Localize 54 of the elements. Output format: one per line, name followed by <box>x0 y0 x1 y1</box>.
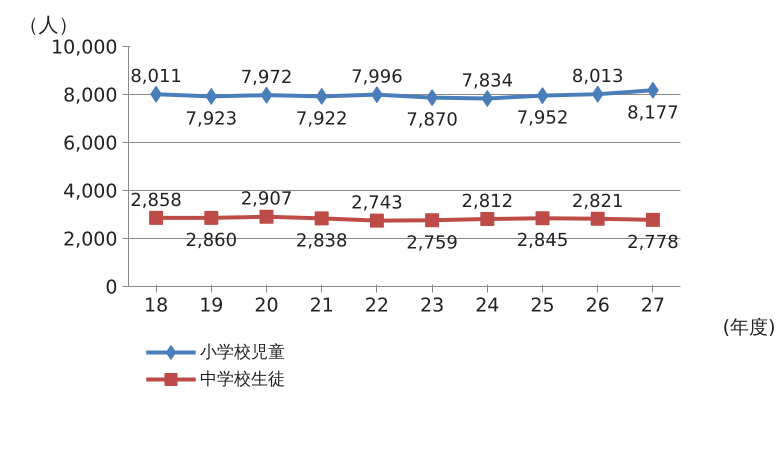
y-tick-label: 8,000 <box>63 84 118 106</box>
point <box>646 212 660 227</box>
data-label: 7,923 <box>186 108 238 130</box>
data-label: 2,907 <box>240 188 292 210</box>
data-label: 2,743 <box>351 192 403 214</box>
point <box>425 213 440 228</box>
x-axis-title: (年度) <box>722 316 776 338</box>
data-label: 8,013 <box>572 66 624 88</box>
data-label: 2,759 <box>406 232 458 254</box>
data-label: 7,996 <box>351 66 403 88</box>
y-tick-label: 4,000 <box>63 180 118 202</box>
point <box>590 212 605 226</box>
data-label: 2,821 <box>572 190 624 212</box>
x-tick-label: 19 <box>199 294 224 316</box>
data-label: 2,860 <box>186 230 238 251</box>
data-label: 2,812 <box>462 191 514 212</box>
x-tick-label: 20 <box>254 294 279 316</box>
data-label: 2,845 <box>516 230 568 252</box>
x-tick-label: 18 <box>144 294 168 316</box>
data-label: 7,870 <box>406 110 458 131</box>
data-label: 2,858 <box>130 190 182 211</box>
y-tick-label: 2,000 <box>63 228 118 250</box>
y-tick-label: 6,000 <box>63 132 118 154</box>
y-tick-label: 10,000 <box>51 36 118 58</box>
data-label: 2,838 <box>296 230 348 252</box>
point <box>314 211 329 226</box>
data-label: 7,834 <box>462 70 514 92</box>
x-tick-label: 27 <box>640 294 665 316</box>
data-label: 7,972 <box>240 67 292 88</box>
y-tick-label: 0 <box>105 276 118 298</box>
point <box>481 90 494 107</box>
x-tick-label: 21 <box>310 294 334 316</box>
point <box>204 210 218 225</box>
y-axis-title: （人） <box>18 12 78 36</box>
data-label: 7,922 <box>296 108 348 130</box>
data-label: 8,177 <box>627 102 679 124</box>
legend-label: 中学校生徒 <box>200 370 285 390</box>
point <box>592 86 604 103</box>
point <box>316 88 328 105</box>
point <box>149 210 164 225</box>
point <box>536 211 550 226</box>
data-label: 8,011 <box>130 66 182 88</box>
data-label: 2,778 <box>627 232 679 253</box>
point <box>205 88 218 105</box>
x-tick-label: 22 <box>364 294 389 316</box>
point <box>480 212 494 226</box>
point <box>260 210 274 224</box>
legend-label: 小学校児童 <box>200 342 285 362</box>
x-tick-label: 23 <box>420 294 444 316</box>
x-tick-label: 26 <box>586 294 610 316</box>
data-label: 7,952 <box>516 108 568 129</box>
x-tick-label: 24 <box>475 294 500 316</box>
x-tick-label: 25 <box>530 294 555 316</box>
point <box>370 214 384 228</box>
